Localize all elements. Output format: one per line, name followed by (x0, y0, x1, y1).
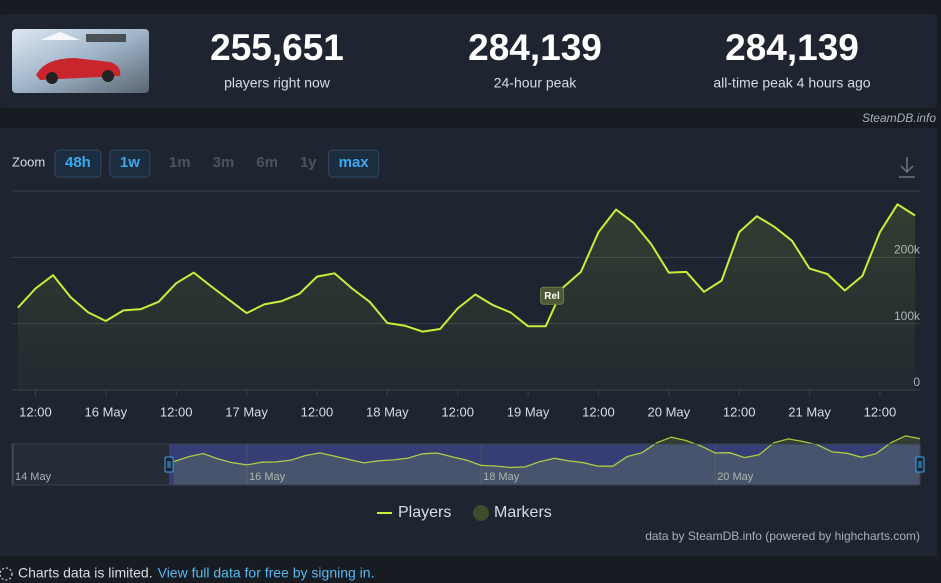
y-tick-label: 0 (913, 375, 920, 389)
zoom-button-label: 6m (256, 154, 278, 171)
navigator-handle-grip (167, 461, 171, 468)
stats: 255,651 players right now 284,139 24-hour p… (210, 27, 871, 91)
credits[interactable]: data by SteamDB.info (powered by highcha… (645, 529, 920, 543)
stat-label: players right now (224, 75, 331, 91)
x-tick-label: 16 May (85, 404, 128, 419)
stat-value: 255,651 (210, 27, 344, 68)
x-tick-label: 12:00 (301, 404, 334, 419)
notice-icon (0, 567, 13, 581)
navigator-handle[interactable] (915, 456, 925, 473)
players-line (17, 203, 916, 333)
sign-in-link[interactable]: View full data for free by signing in. (158, 565, 375, 581)
x-tick-label: 20 May (648, 404, 691, 419)
x-tick-label: 18 May (366, 404, 409, 419)
x-tick-label: 12:00 (160, 404, 193, 419)
navigator-handle-grip (918, 461, 922, 468)
x-tick-label: 12:00 (723, 404, 756, 419)
x-tick-label: 12:00 (582, 404, 615, 419)
download-icon[interactable] (899, 157, 915, 178)
stat-value: 284,139 (468, 27, 602, 68)
x-tick-label: 17 May (225, 404, 268, 419)
navigator-tick-label: 20 May (717, 471, 754, 483)
stat-label: all-time peak 4 hours ago (713, 75, 870, 91)
zoom-button[interactable] (109, 149, 151, 178)
zoom-button-label: 1y (300, 154, 317, 171)
x-tick-label: 19 May (507, 404, 550, 419)
legend-label[interactable]: Players (398, 504, 451, 521)
x-tick-label: 12:00 (441, 404, 474, 419)
zoom-button-label[interactable]: 48h (65, 154, 91, 171)
zoom-button-label[interactable]: 1w (120, 154, 140, 171)
navigator-tick-label: 14 May (15, 471, 52, 483)
x-tick-label: 12:00 (864, 404, 897, 419)
navigator-tick-label: 18 May (483, 471, 520, 483)
notice-text: Charts data is limited. (18, 565, 153, 581)
marker-label: Rel (544, 291, 560, 302)
navigator-tick-label: 16 May (249, 471, 286, 483)
marker-flag[interactable] (540, 286, 565, 305)
zoom-button-label: 3m (213, 154, 235, 171)
legend-label[interactable]: Markers (494, 504, 552, 521)
x-tick-label: 21 May (788, 404, 831, 419)
x-tick-label: 12:00 (19, 404, 52, 419)
zoom-button-label: 1m (169, 154, 191, 171)
players-area (17, 204, 916, 390)
zoom-button[interactable] (328, 149, 380, 178)
zoom-label: Zoom (12, 154, 45, 169)
game-thumbnail (12, 29, 149, 93)
stats-card (0, 14, 937, 108)
legend: Players Markers (377, 504, 552, 521)
source-label: SteamDB.info (862, 111, 936, 125)
zoom-buttons: 48h 1w 1m 3m 6m 1y max (54, 149, 380, 178)
zoom-button[interactable] (54, 149, 102, 178)
navigator-line (173, 435, 921, 469)
zoom-button-label[interactable]: max (339, 154, 370, 171)
navigator-handle[interactable] (164, 456, 174, 473)
navigator: 14 May 16 May 18 May 20 May (11, 435, 925, 486)
legend-marker-symbol (473, 505, 489, 521)
stat-label: 24-hour peak (494, 75, 578, 91)
stat-value: 284,139 (725, 27, 859, 68)
navigator-selection[interactable] (169, 444, 920, 485)
